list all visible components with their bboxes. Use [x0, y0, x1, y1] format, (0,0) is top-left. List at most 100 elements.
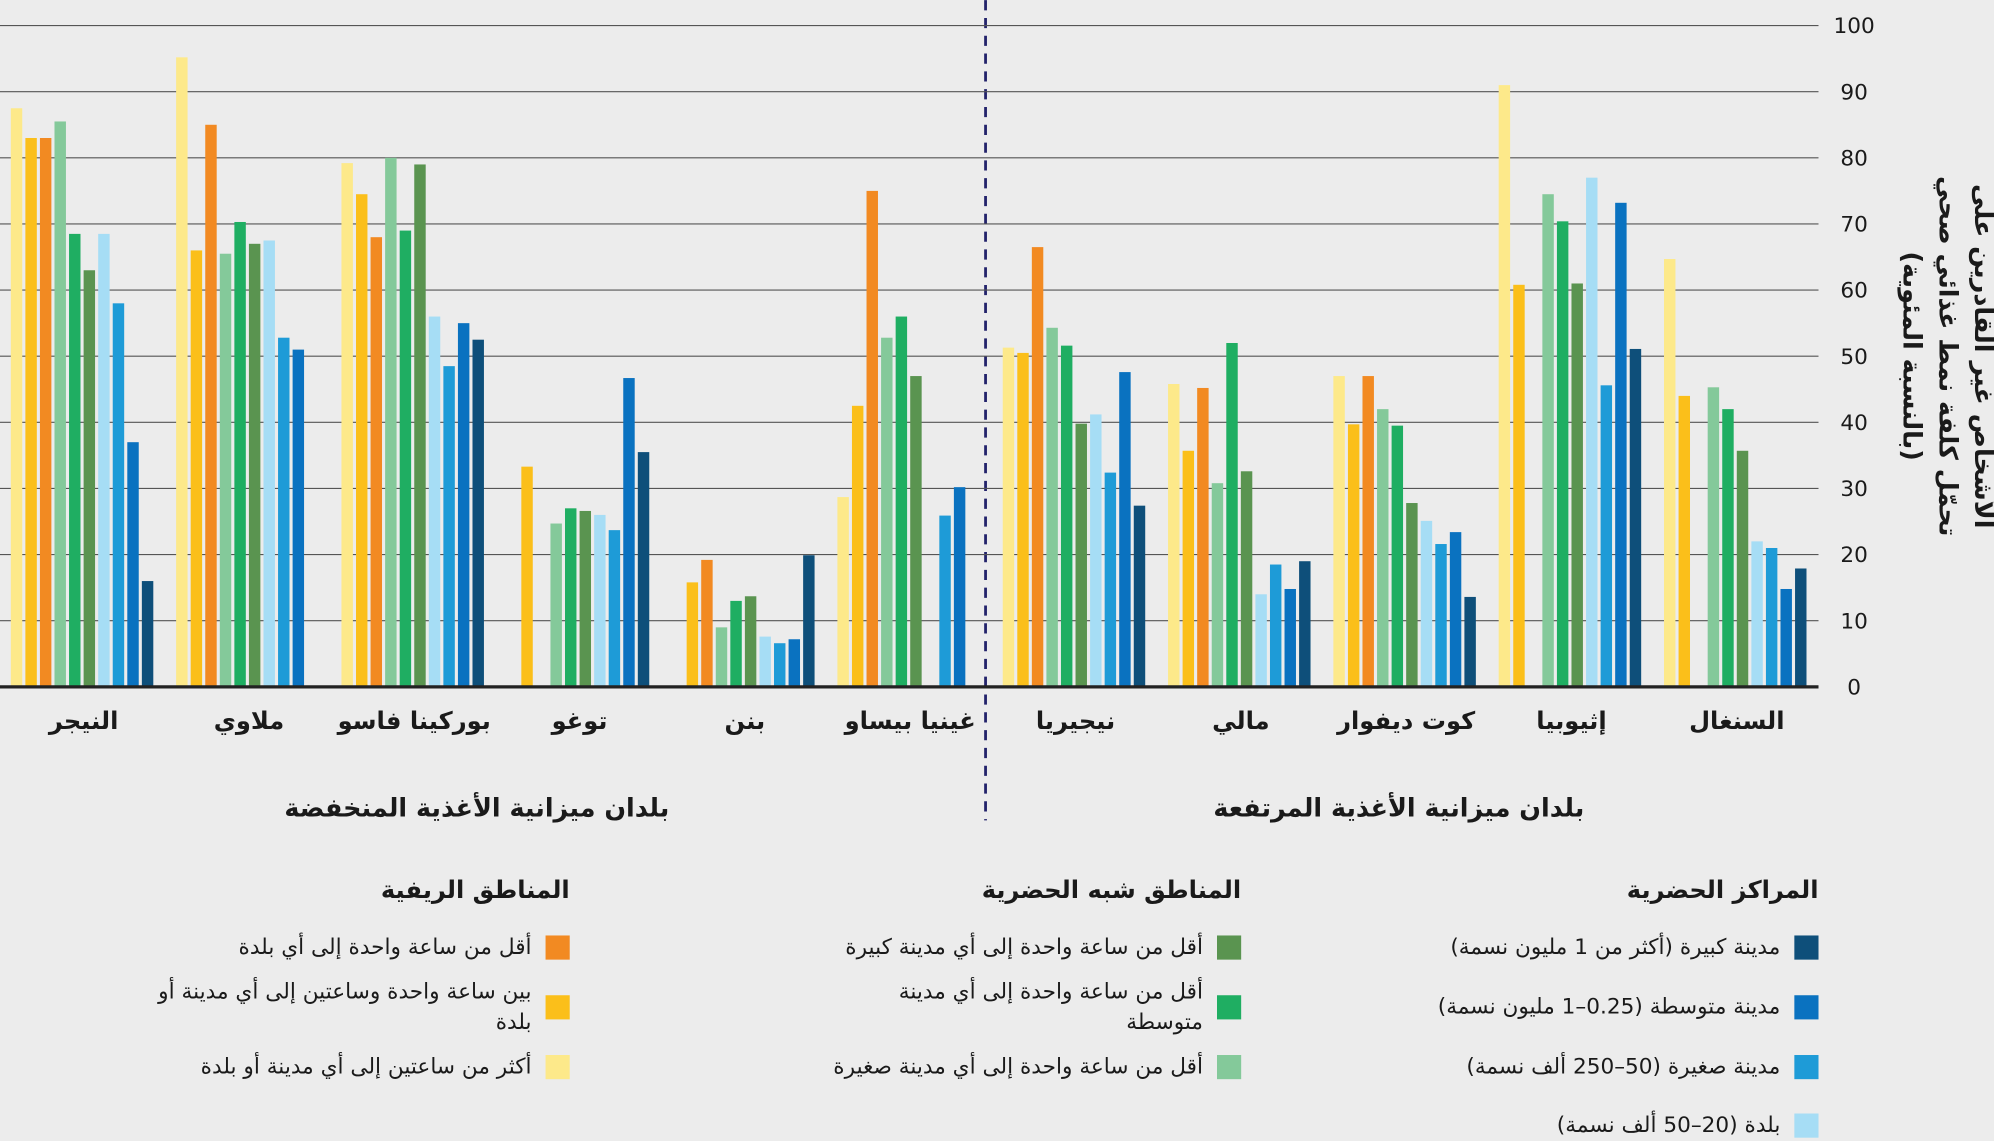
bar	[1571, 283, 1583, 687]
bar	[1678, 395, 1691, 687]
bar	[1542, 194, 1554, 687]
bar	[851, 405, 864, 687]
bar	[1498, 85, 1511, 687]
y-tick-label: 10	[1840, 609, 1868, 634]
bar	[1629, 348, 1642, 687]
bar	[744, 596, 757, 687]
legend-heading: المراكز الحضرية	[1626, 876, 1819, 905]
legend-label: أقل من ساعة واحدة إلى أي مدينة متوسطة	[898, 979, 1204, 1036]
x-tick-label: بوركينا فاسو	[337, 707, 491, 735]
bar	[1031, 247, 1044, 687]
bar	[457, 323, 470, 687]
bar	[1347, 424, 1360, 687]
y-tick-label: 30	[1840, 477, 1868, 502]
bar	[83, 270, 96, 687]
legend-swatch	[1794, 935, 1819, 960]
bar	[910, 376, 922, 687]
bar	[788, 639, 801, 687]
legend-label: مدينة متوسطة (0.25–1 مليون نسمة)	[1437, 994, 1781, 1021]
x-tick-label: النيجر	[48, 707, 119, 735]
legend-swatch	[545, 995, 570, 1020]
legend-label: بلدة (20–50 ألف نسمة)	[1556, 1112, 1781, 1139]
bar	[1377, 409, 1389, 687]
bar	[1017, 352, 1029, 687]
y-axis-title: الأشخاص غير القادرين على	[1968, 184, 1994, 529]
bar	[803, 555, 815, 687]
legend-label: بين ساعة واحدة وساعتين إلى أي مدينة أو ب…	[158, 979, 532, 1036]
bar	[701, 559, 713, 687]
legend-label: أقل من ساعة واحدة إلى أي مدينة كبيرة	[845, 934, 1204, 961]
bar	[594, 514, 606, 687]
bar	[1420, 520, 1433, 687]
bar	[1435, 544, 1447, 687]
bar	[141, 581, 154, 687]
bar	[1556, 221, 1569, 687]
y-axis-title: (بالنسبة المئوية)	[1897, 252, 1928, 461]
legend-swatch	[1217, 1055, 1242, 1080]
bar	[54, 121, 66, 687]
bar	[774, 643, 786, 687]
bar	[608, 530, 621, 687]
bar	[1600, 385, 1613, 687]
bar	[1182, 450, 1195, 687]
bar	[953, 487, 966, 687]
y-axis-title: تحمّل كلفة نمط غذائي صحي	[1933, 176, 1963, 536]
bar	[1060, 345, 1073, 687]
bar	[1736, 450, 1749, 687]
legend-swatch	[1217, 995, 1242, 1020]
legend-heading: المناطق شبه الحضرية	[981, 876, 1242, 905]
legend-swatch	[1794, 995, 1819, 1020]
legend-label: مدينة صغيرة (50–250 ألف نسمة)	[1466, 1054, 1781, 1080]
legend-label: أقل من ساعة واحدة إلى أي بلدة	[239, 935, 532, 960]
bar	[1284, 588, 1296, 687]
bar	[399, 230, 412, 687]
legend-label: أقل من ساعة واحدة إلى أي مدينة متوسطة	[898, 979, 1204, 1036]
bar	[127, 442, 139, 687]
legend-swatch	[1217, 935, 1242, 960]
y-tick-label: 100	[1833, 14, 1874, 39]
bar	[472, 339, 484, 687]
bar	[414, 164, 426, 687]
bar	[521, 466, 533, 687]
bar	[25, 138, 37, 687]
legend-heading: المناطق الريفية	[380, 876, 570, 905]
legend-label: بلدة (20–50 ألف نسمة)	[1556, 1112, 1781, 1139]
bar	[1119, 372, 1131, 687]
x-tick-label: كوت ديفوار	[1336, 707, 1476, 735]
bar	[1269, 564, 1282, 687]
bar	[1406, 503, 1418, 687]
bar	[69, 233, 81, 687]
legend-label: أكثر من ساعتين إلى أي مدينة أو بلدة	[201, 1054, 532, 1079]
bar	[637, 452, 650, 687]
bar	[1133, 505, 1146, 687]
bar	[1240, 471, 1253, 687]
y-tick-label: 80	[1840, 146, 1868, 171]
bar	[730, 600, 742, 687]
bar	[866, 190, 878, 687]
bar	[1722, 409, 1734, 687]
x-tick-label: ملاوي	[214, 707, 284, 735]
bar	[219, 253, 232, 687]
bar	[1615, 202, 1627, 687]
bar	[1391, 425, 1404, 687]
bar	[1075, 423, 1087, 687]
legend-label: مدينة متوسطة (0.25–1 مليون نسمة)	[1437, 994, 1781, 1021]
bar	[1513, 284, 1525, 687]
bar	[1046, 327, 1058, 687]
legend-label: مدينة صغيرة (50–250 ألف نسمة)	[1466, 1054, 1781, 1080]
bar	[1707, 387, 1720, 687]
bar	[623, 378, 635, 687]
bar	[895, 316, 908, 687]
y-tick-label: 20	[1840, 543, 1868, 568]
bar	[98, 233, 110, 687]
legend-heading: المراكز الحضرية	[1626, 876, 1819, 905]
bar	[565, 508, 577, 687]
bar	[550, 523, 562, 687]
bar	[428, 316, 441, 687]
bar	[1751, 541, 1763, 687]
bar	[1449, 532, 1462, 687]
legend-label: أقل من ساعة واحدة إلى أي مدينة كبيرة	[845, 934, 1204, 961]
legend-swatch	[1794, 1055, 1819, 1080]
